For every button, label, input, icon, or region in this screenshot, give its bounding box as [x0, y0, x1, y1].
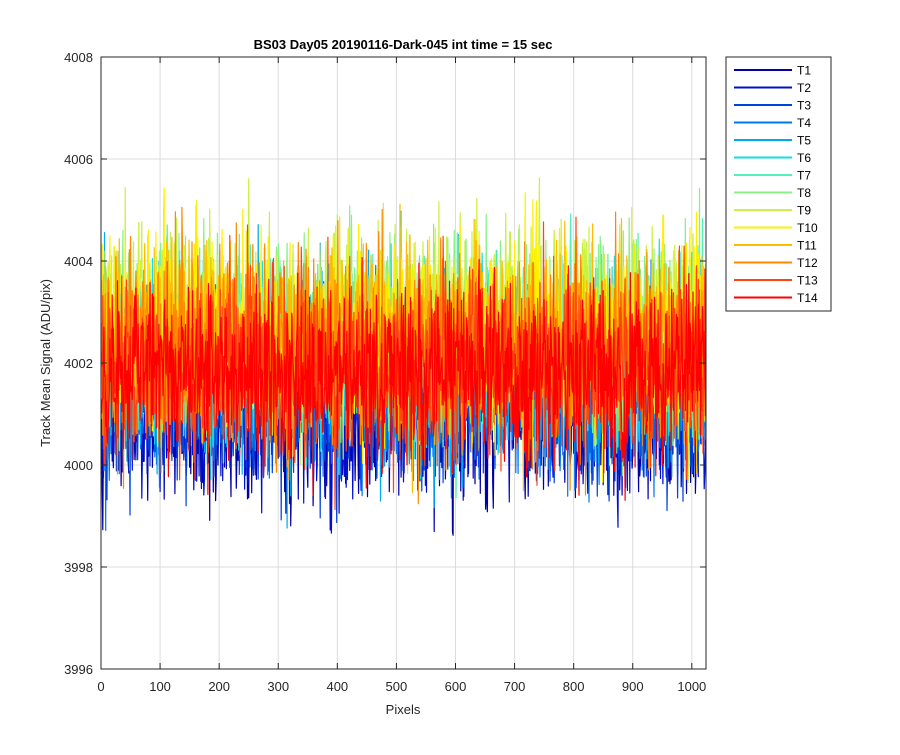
legend-label-t7: T7: [797, 169, 811, 183]
ticks: [100, 56, 706, 670]
y-tick-label: 4008: [64, 50, 93, 65]
x-tick-label: 0: [97, 679, 104, 694]
x-tick-label: 1000: [677, 679, 706, 694]
x-axis-label: Pixels: [386, 702, 421, 717]
y-tick-label: 3996: [64, 662, 93, 677]
series-group: [101, 177, 706, 536]
y-tick-label: 3998: [64, 560, 93, 575]
legend-box: [725, 56, 832, 312]
x-tick-label: 400: [326, 679, 348, 694]
chart-title: BS03 Day05 20190116-Dark-045 int time = …: [254, 37, 553, 52]
legend-label-t8: T8: [797, 186, 811, 200]
legend-label-t1: T1: [797, 64, 811, 78]
x-tick-label: 100: [149, 679, 171, 694]
y-tick-labels: 3996 3998 4000 4002 4004 4006 4008: [64, 50, 93, 677]
legend-label-t5: T5: [797, 134, 811, 148]
legend-label-t12: T12: [797, 256, 818, 270]
x-tick-label: 200: [208, 679, 230, 694]
x-tick-label: 500: [386, 679, 408, 694]
y-axis-label: Track Mean Signal (ADU/pix): [38, 279, 53, 447]
x-tick-label: 300: [267, 679, 289, 694]
legend-label-t11: T11: [797, 239, 817, 253]
legend-label-t10: T10: [797, 221, 818, 235]
y-tick-label: 4006: [64, 152, 93, 167]
legend: T1 T2 T3 T4 T5 T6 T7 T8 T9 T10 T11 T12 T13 T14: [725, 56, 832, 312]
y-tick-label: 4002: [64, 356, 93, 371]
y-tick-label: 4000: [64, 458, 93, 473]
x-tick-label: 600: [445, 679, 467, 694]
legend-label-t3: T3: [797, 99, 811, 113]
x-tick-label: 700: [504, 679, 526, 694]
legend-label-t4: T4: [797, 116, 811, 130]
x-tick-label: 900: [622, 679, 644, 694]
legend-label-t2: T2: [797, 81, 811, 95]
x-tick-labels: 0 100 200 300 400 500 600 700 800 900 1000: [97, 679, 706, 694]
legend-label-t14: T14: [797, 291, 818, 305]
legend-label-t9: T9: [797, 204, 811, 218]
x-tick-label: 800: [563, 679, 585, 694]
y-tick-label: 4004: [64, 254, 93, 269]
series-line-t14: [101, 257, 706, 501]
legend-label-t6: T6: [797, 151, 811, 165]
legend-label-t13: T13: [797, 274, 818, 288]
